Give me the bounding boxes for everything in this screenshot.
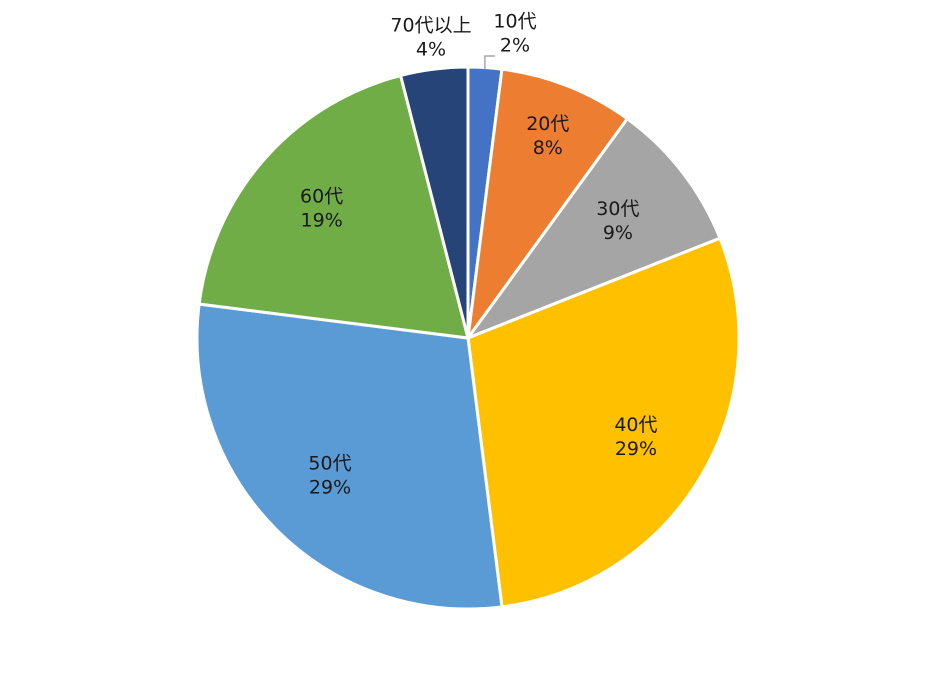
- slice-percent-2: 8%: [533, 137, 563, 159]
- slice-percent-1: 2%: [500, 35, 530, 57]
- slice-percent-6: 19%: [301, 209, 343, 231]
- slice-percent-4: 29%: [615, 438, 657, 460]
- slice-label-6: 60代: [300, 185, 343, 207]
- slice-percent-7: 4%: [416, 39, 446, 61]
- slice-percent-3: 9%: [603, 222, 633, 244]
- slice-label-2: 20代: [526, 113, 569, 135]
- slice-label-3: 30代: [596, 198, 639, 220]
- slice-label-5: 50代: [308, 452, 351, 474]
- slices-layer: [197, 67, 739, 609]
- slice-label-4: 40代: [614, 414, 657, 436]
- slice-label-1: 10代: [493, 11, 536, 33]
- slice-percent-5: 29%: [309, 476, 351, 498]
- slice-label-7: 70代以上: [390, 15, 471, 37]
